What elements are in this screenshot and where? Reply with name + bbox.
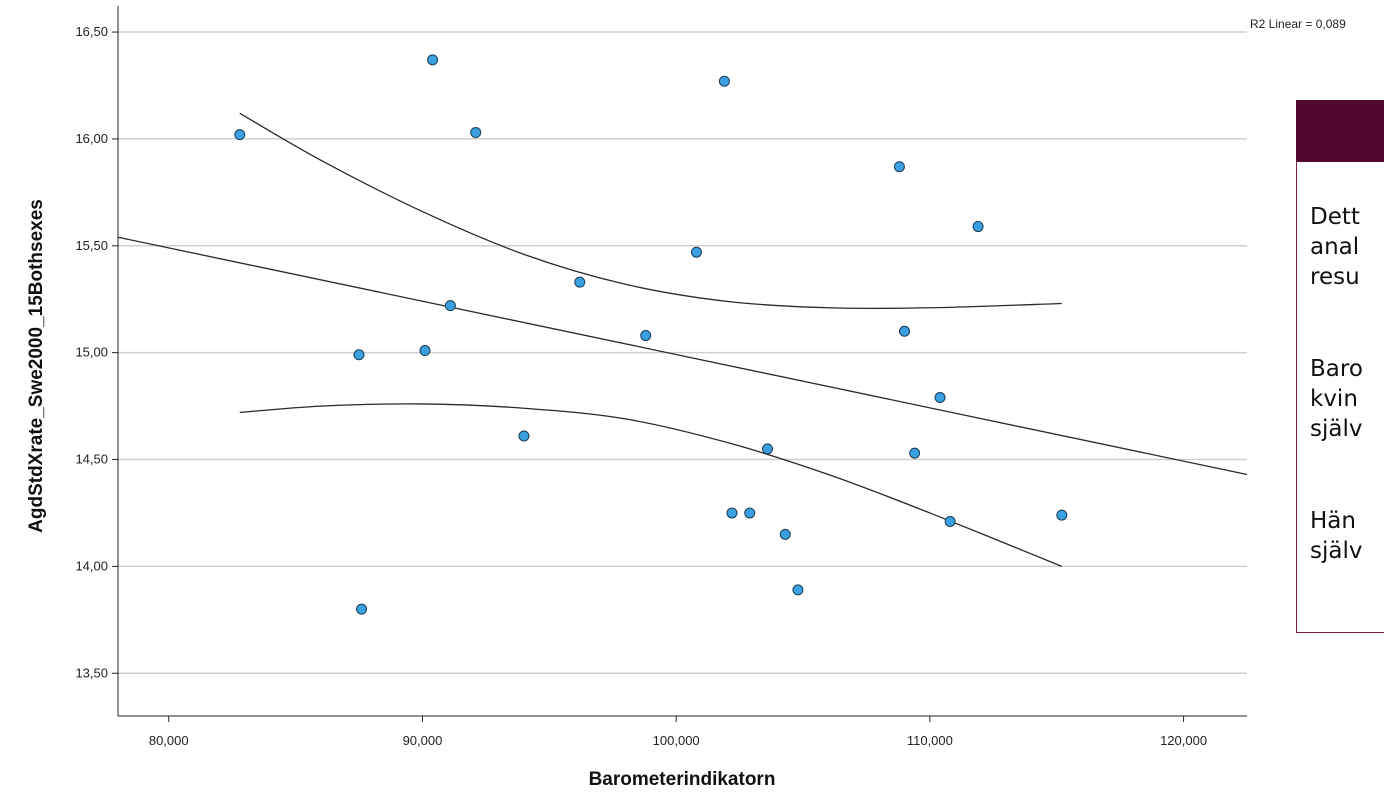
x-tick-label: 90,000 [403,733,443,748]
x-tick-label: 100,000 [653,733,700,748]
text-panel [1296,100,1384,633]
panel-header [1296,100,1384,162]
y-tick-label: 16,50 [75,24,108,39]
data-point [944,516,956,528]
ci-upper-curve [239,112,1062,310]
data-point [234,129,246,141]
y-axis-ticks: 13,50 14,00 14,50 15,00 15,50 16,00 16,50 [75,24,118,680]
data-point [744,507,756,519]
r2-label: R2 Linear = 0,089 [1250,17,1346,31]
panel-paragraph-2: Baro kvin själv [1310,356,1363,442]
ci-lower-curve [239,403,1063,567]
data-point [792,584,804,596]
data-point [972,221,984,233]
data-point [718,75,730,87]
x-axis-ticks: 80,000 90,000 100,000 110,000 120,000 [149,716,1207,748]
data-point [427,54,439,66]
data-point [419,345,431,357]
data-points [234,54,1068,615]
y-tick-label: 15,00 [75,345,108,360]
data-point [690,246,702,258]
data-point [356,603,368,615]
y-tick-label: 13,50 [75,665,108,680]
panel-paragraph-1: Dett anal resu [1310,204,1360,290]
data-point [1056,509,1068,521]
fit-line [117,236,1248,476]
data-point [470,127,482,139]
panel-body: Dett anal resu Baro kvin själv Hän själv [1310,172,1363,628]
data-point [934,392,946,404]
regression-lines [117,112,1248,567]
panel-paragraph-3: Hän själv [1310,508,1363,564]
data-point [518,430,530,442]
data-point [909,447,921,459]
data-point [353,349,365,361]
x-axis-title: Barometerindikatorn [589,769,776,790]
x-tick-label: 120,000 [1160,733,1207,748]
grid-lines [118,31,1247,675]
data-point [761,443,773,455]
y-tick-label: 15,50 [75,238,108,253]
y-tick-label: 14,50 [75,452,108,467]
data-point [779,528,791,540]
x-tick-label: 110,000 [907,733,953,748]
x-tick-label: 80,000 [149,733,189,748]
data-point [444,300,456,312]
data-point [726,507,738,519]
data-point [574,276,586,288]
data-point [893,161,905,173]
y-tick-label: 14,00 [75,558,108,573]
y-tick-label: 16,00 [75,131,108,146]
data-point [898,325,910,337]
data-point [640,330,652,342]
y-axis-title: AgdStdXrate_Swe2000_15Bothsexes [26,199,47,533]
